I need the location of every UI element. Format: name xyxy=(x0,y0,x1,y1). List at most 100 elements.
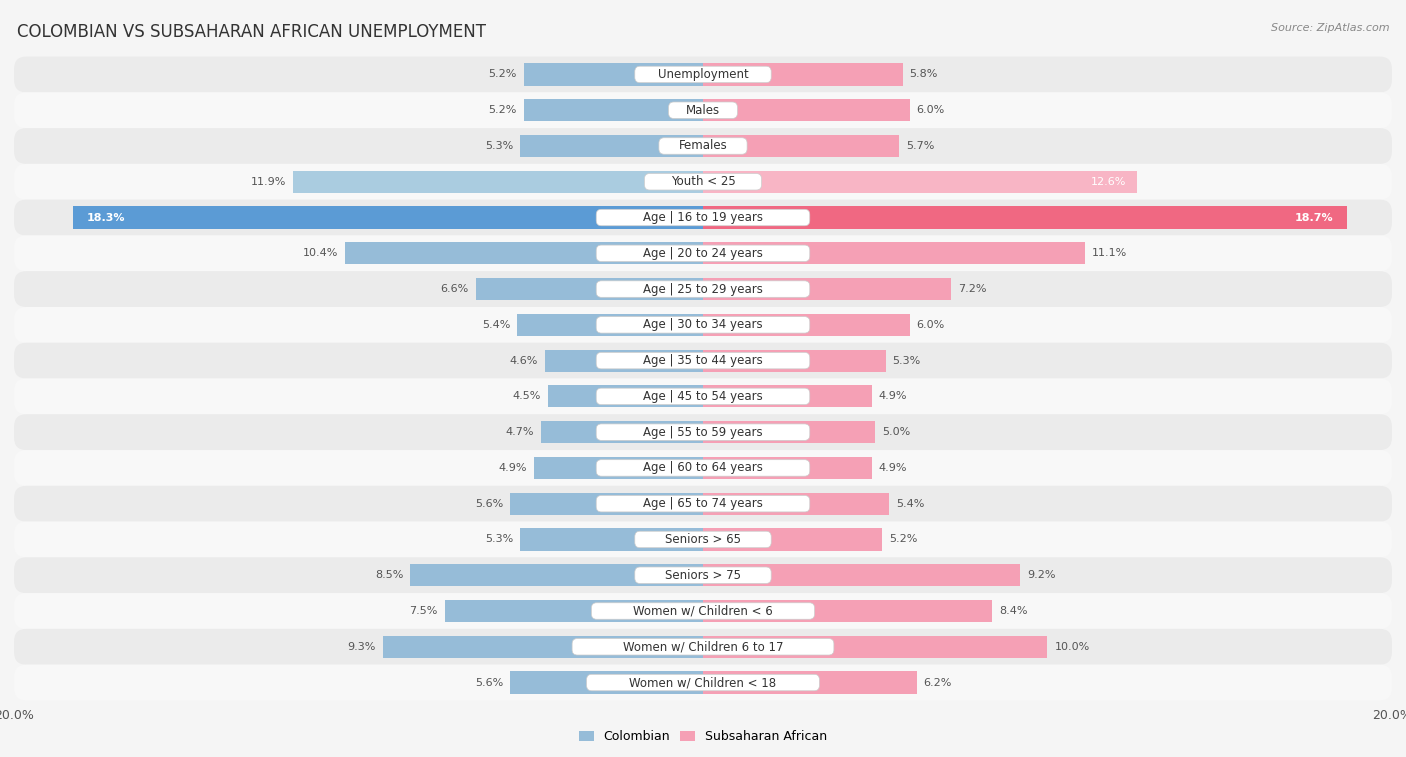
Bar xyxy=(475,278,703,301)
Bar xyxy=(703,493,889,515)
FancyBboxPatch shape xyxy=(596,459,810,476)
Bar xyxy=(534,456,703,479)
FancyBboxPatch shape xyxy=(14,200,1392,235)
Text: 5.4%: 5.4% xyxy=(482,320,510,330)
Text: 4.5%: 4.5% xyxy=(513,391,541,401)
FancyBboxPatch shape xyxy=(14,593,1392,629)
Bar xyxy=(510,671,703,693)
Bar xyxy=(703,207,1347,229)
Bar xyxy=(524,99,703,121)
Text: 5.2%: 5.2% xyxy=(489,70,517,79)
Text: 18.7%: 18.7% xyxy=(1295,213,1333,223)
Bar xyxy=(541,421,703,444)
FancyBboxPatch shape xyxy=(14,128,1392,164)
Text: Women w/ Children < 6: Women w/ Children < 6 xyxy=(633,605,773,618)
Text: 5.4%: 5.4% xyxy=(896,499,924,509)
FancyBboxPatch shape xyxy=(14,414,1392,450)
Text: Age | 16 to 19 years: Age | 16 to 19 years xyxy=(643,211,763,224)
Text: 5.2%: 5.2% xyxy=(889,534,917,544)
Bar xyxy=(703,528,882,550)
Text: 5.7%: 5.7% xyxy=(907,141,935,151)
Bar xyxy=(703,564,1019,587)
Text: 18.3%: 18.3% xyxy=(86,213,125,223)
Text: Women w/ Children 6 to 17: Women w/ Children 6 to 17 xyxy=(623,640,783,653)
Text: 6.6%: 6.6% xyxy=(440,284,468,294)
Text: 12.6%: 12.6% xyxy=(1091,177,1126,187)
Bar xyxy=(73,207,703,229)
FancyBboxPatch shape xyxy=(14,522,1392,557)
FancyBboxPatch shape xyxy=(14,378,1392,414)
Bar xyxy=(703,421,875,444)
FancyBboxPatch shape xyxy=(572,639,834,655)
Bar xyxy=(520,135,703,157)
Bar xyxy=(382,636,703,658)
FancyBboxPatch shape xyxy=(644,173,762,190)
Text: 6.2%: 6.2% xyxy=(924,678,952,687)
Bar xyxy=(703,456,872,479)
Text: Seniors > 75: Seniors > 75 xyxy=(665,569,741,581)
Bar xyxy=(548,385,703,407)
Bar xyxy=(517,313,703,336)
FancyBboxPatch shape xyxy=(596,209,810,226)
Text: 4.7%: 4.7% xyxy=(506,427,534,437)
Text: 6.0%: 6.0% xyxy=(917,105,945,115)
FancyBboxPatch shape xyxy=(14,343,1392,378)
FancyBboxPatch shape xyxy=(14,665,1392,700)
FancyBboxPatch shape xyxy=(596,316,810,333)
FancyBboxPatch shape xyxy=(634,531,772,548)
Text: 5.3%: 5.3% xyxy=(485,534,513,544)
Text: 11.1%: 11.1% xyxy=(1092,248,1128,258)
Bar xyxy=(344,242,703,264)
FancyBboxPatch shape xyxy=(14,629,1392,665)
Text: 8.5%: 8.5% xyxy=(375,570,404,580)
Text: 9.2%: 9.2% xyxy=(1026,570,1056,580)
Text: 10.0%: 10.0% xyxy=(1054,642,1090,652)
Bar xyxy=(520,528,703,550)
Text: Age | 45 to 54 years: Age | 45 to 54 years xyxy=(643,390,763,403)
Bar xyxy=(703,350,886,372)
Text: 9.3%: 9.3% xyxy=(347,642,375,652)
Bar xyxy=(703,242,1085,264)
Bar xyxy=(411,564,703,587)
Bar xyxy=(703,385,872,407)
Bar xyxy=(524,64,703,86)
Text: 4.9%: 4.9% xyxy=(879,463,907,473)
Bar xyxy=(544,350,703,372)
Text: 6.0%: 6.0% xyxy=(917,320,945,330)
FancyBboxPatch shape xyxy=(596,496,810,512)
Text: 5.2%: 5.2% xyxy=(489,105,517,115)
Text: 4.9%: 4.9% xyxy=(499,463,527,473)
Text: Youth < 25: Youth < 25 xyxy=(671,176,735,188)
Text: Females: Females xyxy=(679,139,727,152)
Text: Age | 60 to 64 years: Age | 60 to 64 years xyxy=(643,462,763,475)
Text: Males: Males xyxy=(686,104,720,117)
Bar xyxy=(703,135,900,157)
Text: Age | 55 to 59 years: Age | 55 to 59 years xyxy=(643,425,763,438)
Bar xyxy=(444,600,703,622)
Bar xyxy=(703,170,1137,193)
FancyBboxPatch shape xyxy=(659,138,747,154)
Bar xyxy=(292,170,703,193)
Text: 5.0%: 5.0% xyxy=(882,427,910,437)
FancyBboxPatch shape xyxy=(596,245,810,261)
FancyBboxPatch shape xyxy=(14,450,1392,486)
Text: 7.5%: 7.5% xyxy=(409,606,437,616)
Text: 5.8%: 5.8% xyxy=(910,70,938,79)
Text: 5.3%: 5.3% xyxy=(893,356,921,366)
FancyBboxPatch shape xyxy=(14,92,1392,128)
Text: Age | 30 to 34 years: Age | 30 to 34 years xyxy=(643,319,763,332)
Bar xyxy=(703,600,993,622)
Text: Age | 65 to 74 years: Age | 65 to 74 years xyxy=(643,497,763,510)
Bar xyxy=(703,313,910,336)
Text: COLOMBIAN VS SUBSAHARAN AFRICAN UNEMPLOYMENT: COLOMBIAN VS SUBSAHARAN AFRICAN UNEMPLOY… xyxy=(17,23,486,41)
Text: 10.4%: 10.4% xyxy=(302,248,337,258)
Text: 5.3%: 5.3% xyxy=(485,141,513,151)
FancyBboxPatch shape xyxy=(14,557,1392,593)
Text: 4.6%: 4.6% xyxy=(509,356,537,366)
FancyBboxPatch shape xyxy=(596,388,810,404)
Text: Age | 25 to 29 years: Age | 25 to 29 years xyxy=(643,282,763,295)
Bar xyxy=(703,64,903,86)
FancyBboxPatch shape xyxy=(669,102,738,118)
Legend: Colombian, Subsaharan African: Colombian, Subsaharan African xyxy=(579,731,827,743)
Text: 5.6%: 5.6% xyxy=(475,499,503,509)
